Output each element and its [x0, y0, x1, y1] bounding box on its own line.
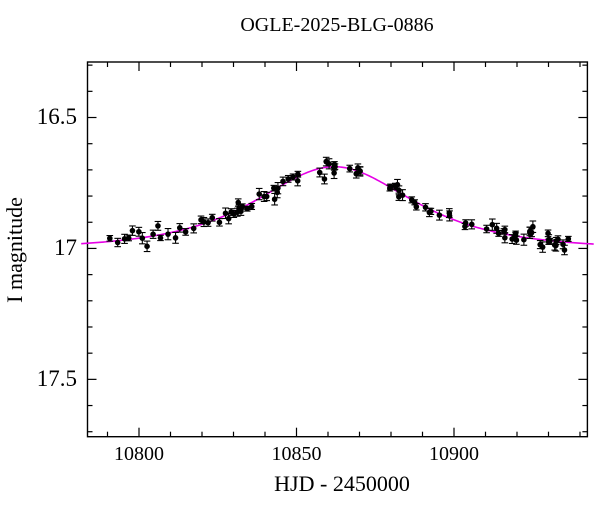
svg-text:16.5: 16.5	[37, 104, 77, 129]
svg-text:17: 17	[54, 235, 77, 260]
svg-text:HJD - 2450000: HJD - 2450000	[274, 471, 410, 496]
svg-text:OGLE-2025-BLG-0886: OGLE-2025-BLG-0886	[240, 14, 433, 36]
svg-text:17.5: 17.5	[37, 366, 77, 391]
svg-text:10850: 10850	[272, 443, 322, 465]
svg-text:10900: 10900	[429, 443, 479, 465]
svg-text:10800: 10800	[114, 443, 164, 465]
svg-text:I magnitude: I magnitude	[2, 197, 27, 303]
